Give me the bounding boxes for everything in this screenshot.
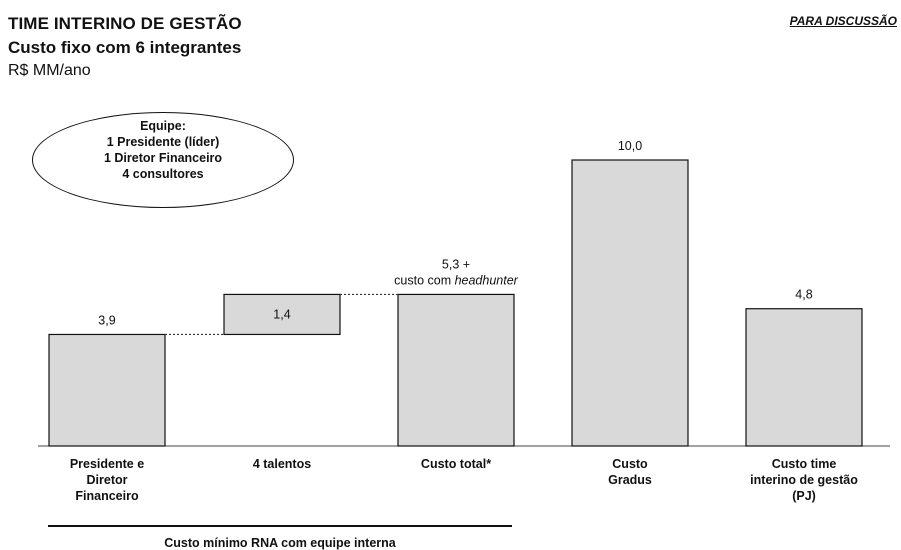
category-label: 4 talentos xyxy=(253,457,311,471)
data-label: 3,9 xyxy=(98,313,115,327)
bar xyxy=(398,294,514,446)
data-label: 1,4 xyxy=(273,307,290,321)
category-label: Presidente e xyxy=(70,457,144,471)
data-label: 10,0 xyxy=(618,139,642,153)
category-label: Custo xyxy=(612,457,648,471)
bar xyxy=(49,334,165,446)
category-label: Gradus xyxy=(608,473,652,487)
bracket-line xyxy=(48,525,512,527)
category-label: Custo total* xyxy=(421,457,491,471)
category-label: Diretor xyxy=(87,473,128,487)
data-label: custo com headhunter xyxy=(394,273,519,287)
category-label: interino de gestão xyxy=(750,473,858,487)
category-label: Custo time xyxy=(772,457,837,471)
category-label: (PJ) xyxy=(792,489,816,503)
bar xyxy=(572,160,688,446)
bar xyxy=(746,309,862,446)
data-label: 4,8 xyxy=(795,288,812,302)
category-label: Financeiro xyxy=(75,489,139,503)
bracket-label: Custo mínimo RNA com equipe interna xyxy=(48,536,512,550)
data-label: 5,3 + xyxy=(442,257,470,271)
